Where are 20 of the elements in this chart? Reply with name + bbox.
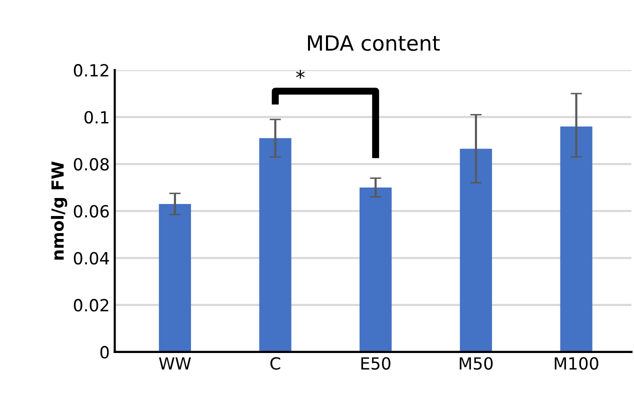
x-tick-label: C bbox=[270, 357, 280, 370]
y-tick-label: 0.08 bbox=[74, 158, 109, 171]
bar bbox=[259, 138, 292, 352]
bar bbox=[158, 204, 192, 352]
y-tick-label: 0.02 bbox=[74, 298, 108, 312]
y-tick-label: 0.06 bbox=[74, 204, 109, 218]
chart-title: MDA content bbox=[308, 35, 440, 51]
annotation: * bbox=[296, 70, 305, 79]
x-tick-label: M50 bbox=[460, 357, 493, 370]
x-tick-label: M100 bbox=[554, 357, 598, 370]
y-tick-label: 0.12 bbox=[74, 64, 108, 77]
y-tick-label: 0.04 bbox=[74, 252, 109, 265]
bar bbox=[360, 188, 392, 352]
y-tick-label: 0 bbox=[100, 346, 109, 359]
y-axis-title: nmol/g FW bbox=[50, 162, 68, 260]
bar bbox=[560, 126, 592, 352]
x-tick-label: E50 bbox=[361, 357, 390, 370]
x-tick-label: WW bbox=[159, 357, 191, 370]
bar bbox=[460, 148, 492, 352]
y-tick-label: 0.1 bbox=[84, 111, 108, 124]
